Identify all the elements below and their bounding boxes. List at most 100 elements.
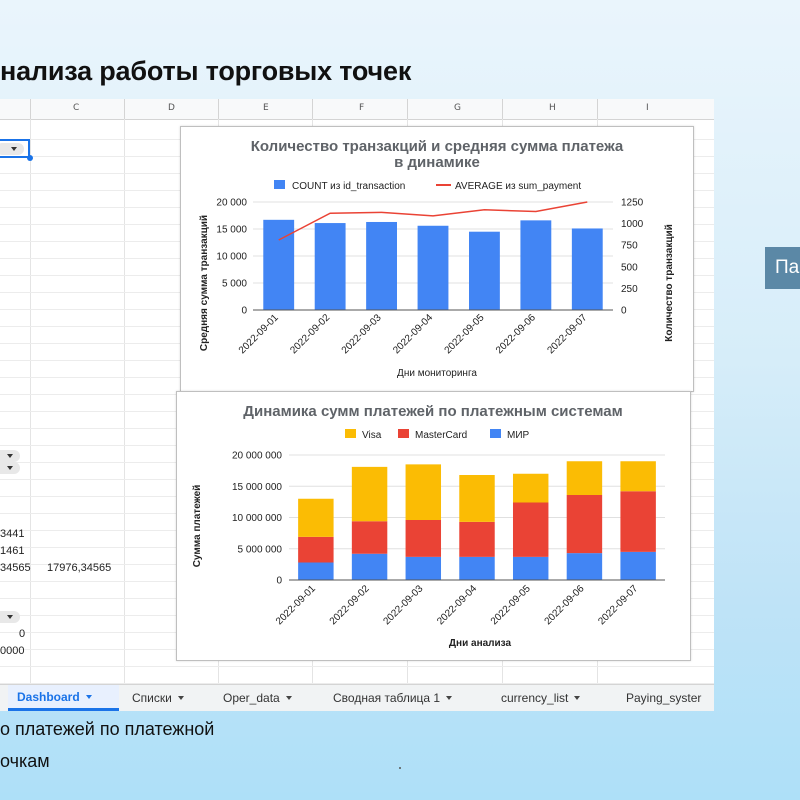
- side-button[interactable]: Па: [765, 247, 800, 289]
- tab-oper-data[interactable]: Oper_data: [223, 685, 292, 711]
- tab-dashboard[interactable]: Dashboard: [8, 685, 119, 711]
- tab-spiski[interactable]: Списки: [132, 685, 184, 711]
- chevron-down-icon: [177, 696, 184, 700]
- chevron-down-icon: [285, 696, 292, 700]
- column-header-g[interactable]: G: [454, 103, 461, 113]
- x-tick: 2022-09-06: [494, 312, 538, 356]
- y-tick: 20 000 000: [232, 451, 282, 462]
- bar-mir: [566, 553, 603, 580]
- x-tick: 2022-09-03: [381, 583, 425, 627]
- column-divider: [502, 99, 503, 119]
- column-header-bar: C D E F G H I: [0, 99, 714, 120]
- x-tick: 2022-09-04: [391, 312, 435, 356]
- chevron-down-icon: [574, 696, 581, 700]
- bar-count: [366, 221, 397, 310]
- bar-count: [417, 225, 449, 310]
- y-tick-left: 20 000: [216, 198, 247, 209]
- dropdown-chip[interactable]: [0, 611, 20, 623]
- spreadsheet-window: C D E F G H I 3441 1461 34565 17976,3456…: [0, 99, 714, 711]
- chart1-y-axis-left-label: Средняя сумма транзакций: [199, 215, 210, 351]
- bar-mastercard: [620, 491, 656, 552]
- bar-mir: [620, 551, 656, 580]
- x-tick: 2022-09-06: [543, 583, 587, 627]
- chart2-x-axis-label: Дни анализа: [449, 638, 512, 649]
- y-tick-left: 0: [241, 306, 247, 317]
- y-tick-left: 5 000: [222, 279, 247, 290]
- cell-value[interactable]: 17976,34565: [47, 562, 112, 574]
- legend-swatch-mastercard: [398, 429, 409, 438]
- tab-paying-system[interactable]: Paying_syster: [626, 685, 701, 711]
- payments-chart[interactable]: Динамика сумм платежей по платежным сист…: [176, 391, 691, 661]
- y-tick-right: 500: [621, 262, 638, 273]
- legend-label-visa: Visa: [362, 430, 382, 441]
- column-divider: [124, 99, 125, 119]
- cell-value[interactable]: 0: [19, 628, 26, 640]
- bar-visa: [405, 464, 442, 520]
- chevron-down-icon: [7, 615, 13, 619]
- y-tick-right: 250: [621, 284, 638, 295]
- bar-mastercard: [351, 521, 388, 554]
- bar-mir: [351, 553, 388, 580]
- chart1-title-line1: Количество транзакций и средняя сумма пл…: [251, 138, 624, 155]
- dropdown-chip[interactable]: [0, 462, 20, 474]
- x-tick: 2022-09-04: [435, 583, 479, 627]
- x-tick: 2022-09-03: [340, 312, 384, 356]
- chevron-down-icon: [7, 454, 13, 458]
- cell-value[interactable]: 0000: [0, 645, 25, 657]
- column-header-i[interactable]: I: [646, 103, 649, 113]
- x-tick: 2022-09-02: [288, 312, 332, 356]
- legend-label-mastercard: MasterCard: [415, 430, 467, 441]
- transactions-chart-svg: Количество транзакций и средняя сумма пл…: [199, 138, 675, 379]
- y-tick-right: 0: [621, 306, 627, 317]
- y-tick: 15 000 000: [232, 482, 282, 493]
- column-header-h[interactable]: H: [549, 103, 556, 113]
- bar-mastercard: [405, 520, 442, 557]
- bar-count: [314, 223, 346, 310]
- x-tick: 2022-09-05: [489, 583, 533, 627]
- payments-chart-svg: Динамика сумм платежей по платежным сист…: [192, 403, 665, 649]
- slide-text-line2: очкам: [0, 751, 50, 771]
- chart2-y-axis-label: Сумма платежей: [192, 485, 203, 568]
- y-tick-right: 750: [621, 241, 638, 252]
- bar-visa: [459, 475, 495, 522]
- column-header-c[interactable]: C: [73, 103, 80, 113]
- x-tick: 2022-09-01: [237, 312, 281, 356]
- cell-value[interactable]: 34565: [0, 562, 31, 574]
- column-divider: [218, 99, 219, 119]
- y-tick: 5 000 000: [238, 544, 283, 555]
- transactions-chart[interactable]: Количество транзакций и средняя сумма пл…: [180, 126, 694, 392]
- fill-handle[interactable]: [27, 155, 33, 161]
- decorative-dot: [399, 767, 401, 769]
- line-average: [278, 201, 588, 241]
- bar-count: [263, 219, 295, 310]
- y-tick: 0: [276, 576, 282, 587]
- column-header-d[interactable]: D: [168, 103, 175, 113]
- selected-cell[interactable]: [0, 139, 30, 158]
- bar-mastercard: [512, 502, 549, 557]
- bar-mir: [298, 562, 334, 580]
- y-tick-right: 1000: [621, 219, 644, 230]
- bar-count: [571, 228, 603, 310]
- column-header-f[interactable]: F: [359, 103, 365, 113]
- tab-label: currency_list: [501, 691, 569, 705]
- dropdown-chip[interactable]: [0, 450, 20, 462]
- grid-column-line: [124, 119, 125, 684]
- sheet-tab-bar: Dashboard Списки Oper_data Сводная табли…: [0, 684, 714, 711]
- y-tick: 10 000 000: [232, 513, 282, 524]
- legend-swatch-visa: [345, 429, 356, 438]
- x-tick: 2022-09-01: [274, 583, 318, 627]
- chevron-down-icon: [85, 694, 92, 699]
- column-divider: [597, 99, 598, 119]
- legend-label-mir: МИР: [507, 430, 530, 441]
- tab-pivot-table[interactable]: Сводная таблица 1: [333, 685, 453, 711]
- y-tick-right: 1250: [621, 198, 644, 209]
- tab-currency-list[interactable]: currency_list: [501, 685, 581, 711]
- chart1-x-axis-label: Дни мониторинга: [397, 368, 477, 379]
- cell-value[interactable]: 1461: [0, 545, 25, 557]
- tab-label: Paying_syster: [626, 691, 702, 705]
- cell-value[interactable]: 3441: [0, 528, 25, 540]
- column-header-e[interactable]: E: [263, 103, 269, 113]
- legend-label-average: AVERAGE из sum_payment: [455, 181, 581, 192]
- dropdown-chip[interactable]: [0, 143, 24, 155]
- chevron-down-icon: [446, 696, 453, 700]
